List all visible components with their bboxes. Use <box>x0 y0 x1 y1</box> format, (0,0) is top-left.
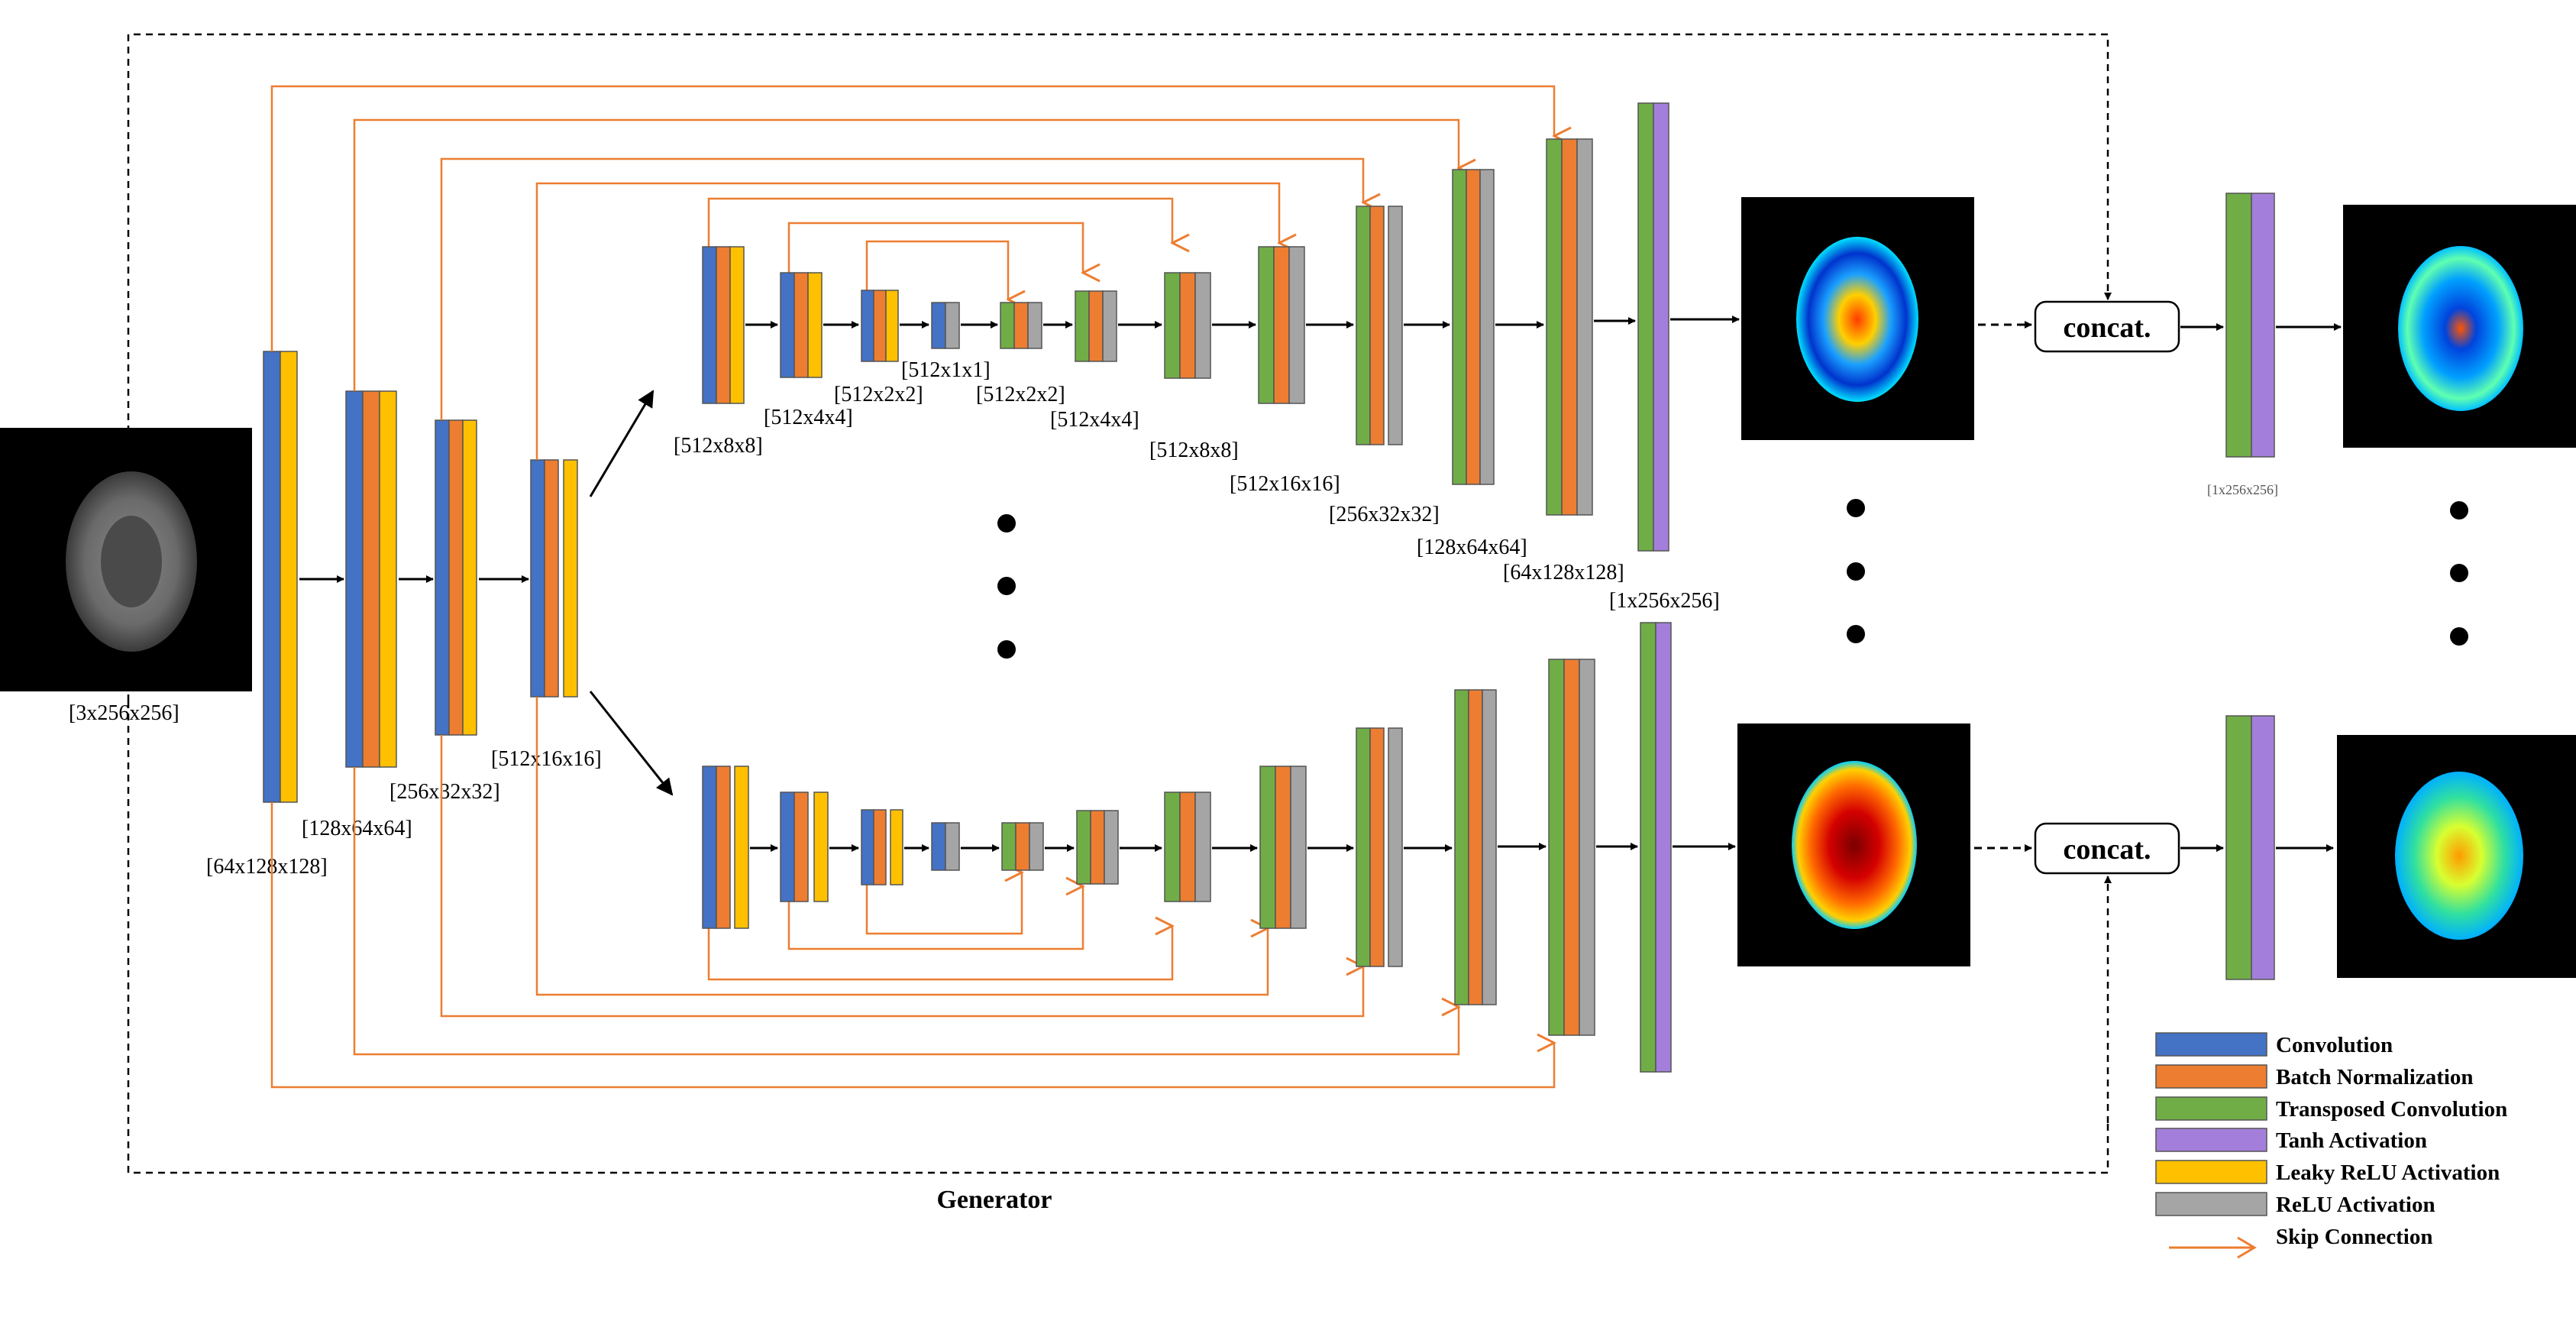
legend: Convolution Batch Normalization Transpos… <box>2155 1032 2507 1259</box>
input-dim-label: [3x256x256] <box>69 701 179 725</box>
bottom-branch <box>270 622 1736 1089</box>
concat-box-top: concat. <box>2034 300 2180 353</box>
top-dim-label-5: [512x2x2] <box>976 383 1065 406</box>
bottom-skip-connections <box>270 697 1554 1089</box>
top-dim-label-6: [512x4x4] <box>1050 408 1139 432</box>
refiner-block-bottom <box>2225 715 2275 980</box>
concat-box-bottom: concat. <box>2034 822 2180 875</box>
encoder-dim-label-2: [128x64x64] <box>302 817 412 840</box>
legend-swatch-convolution <box>2155 1032 2267 1057</box>
top-dim-label-9: [256x32x32] <box>1329 503 1440 526</box>
generator-boundary-top <box>127 33 2112 701</box>
refiner-arrows <box>2180 323 2342 852</box>
top-dim-label-1: [512x8x8] <box>674 434 763 458</box>
legend-label-transposed-conv: Transposed Convolution <box>2276 1097 2507 1122</box>
concat-input-arrows <box>1974 321 2032 852</box>
top-branch: [512x8x8] [512x4x4] [512x2x2] [512x1x1] … <box>270 85 1740 613</box>
legend-label-skip: Skip Connection <box>2276 1225 2432 1249</box>
concat-label-top: concat. <box>2063 312 2151 344</box>
encoder-dim-label-3: [256x32x32] <box>389 780 500 804</box>
legend-swatch-batch-norm <box>2155 1064 2267 1089</box>
legend-swatch-transposed-conv <box>2155 1096 2267 1121</box>
generator-boundary <box>127 701 2109 1174</box>
legend-swatch-tanh <box>2155 1128 2267 1152</box>
branch-ellipsis <box>997 514 1016 659</box>
legend-label-convolution: Convolution <box>2276 1033 2393 1057</box>
encoder-block-2 <box>345 390 397 768</box>
generator-label: Generator <box>936 1186 1052 1214</box>
legend-swatch-leaky-relu <box>2155 1160 2267 1184</box>
refiner-block-top <box>2225 193 2275 458</box>
legend-label-batch-norm: Batch Normalization <box>2276 1065 2474 1089</box>
bottom-output-map <box>2337 735 2576 978</box>
concat-label-bottom: concat. <box>2063 834 2151 866</box>
top-dim-label-8: [512x16x16] <box>1230 472 1340 496</box>
legend-label-leaky-relu: Leaky ReLU Activation <box>2276 1161 2500 1185</box>
legend-label-tanh: Tanh Activation <box>2276 1128 2427 1153</box>
top-intermediate-map <box>1741 197 1974 440</box>
encoder-arrows <box>299 390 674 796</box>
encoder-dim-label-4: [512x16x16] <box>491 747 602 771</box>
top-dim-label-3: [512x2x2] <box>834 383 923 406</box>
refiner-dim-label: [1x256x256] <box>2207 482 2278 497</box>
input-ct-image <box>0 428 252 691</box>
top-dim-label-4: [512x1x1] <box>901 358 991 382</box>
legend-swatch-relu <box>2155 1192 2267 1216</box>
top-skip-connections <box>270 85 1554 460</box>
encoder-block-4 <box>530 459 578 698</box>
legend-label-relu: ReLU Activation <box>2276 1193 2435 1217</box>
top-output-map <box>2343 205 2576 448</box>
bottom-intermediate-map <box>1737 724 1970 966</box>
top-dim-label-12: [1x256x256] <box>1609 589 1720 613</box>
encoder-block-1 <box>263 351 298 803</box>
top-dim-label-7: [512x8x8] <box>1149 439 1239 462</box>
top-dim-label-11: [64x128x128] <box>1503 561 1624 584</box>
encoder-dim-label-1: [64x128x128] <box>206 855 328 879</box>
top-dim-label-10: [128x64x64] <box>1417 536 1527 559</box>
middle-ellipsis <box>1847 499 1865 643</box>
encoder-block-3 <box>435 419 477 736</box>
top-dim-label-2: [512x4x4] <box>764 406 853 429</box>
right-ellipsis <box>2450 501 2468 646</box>
